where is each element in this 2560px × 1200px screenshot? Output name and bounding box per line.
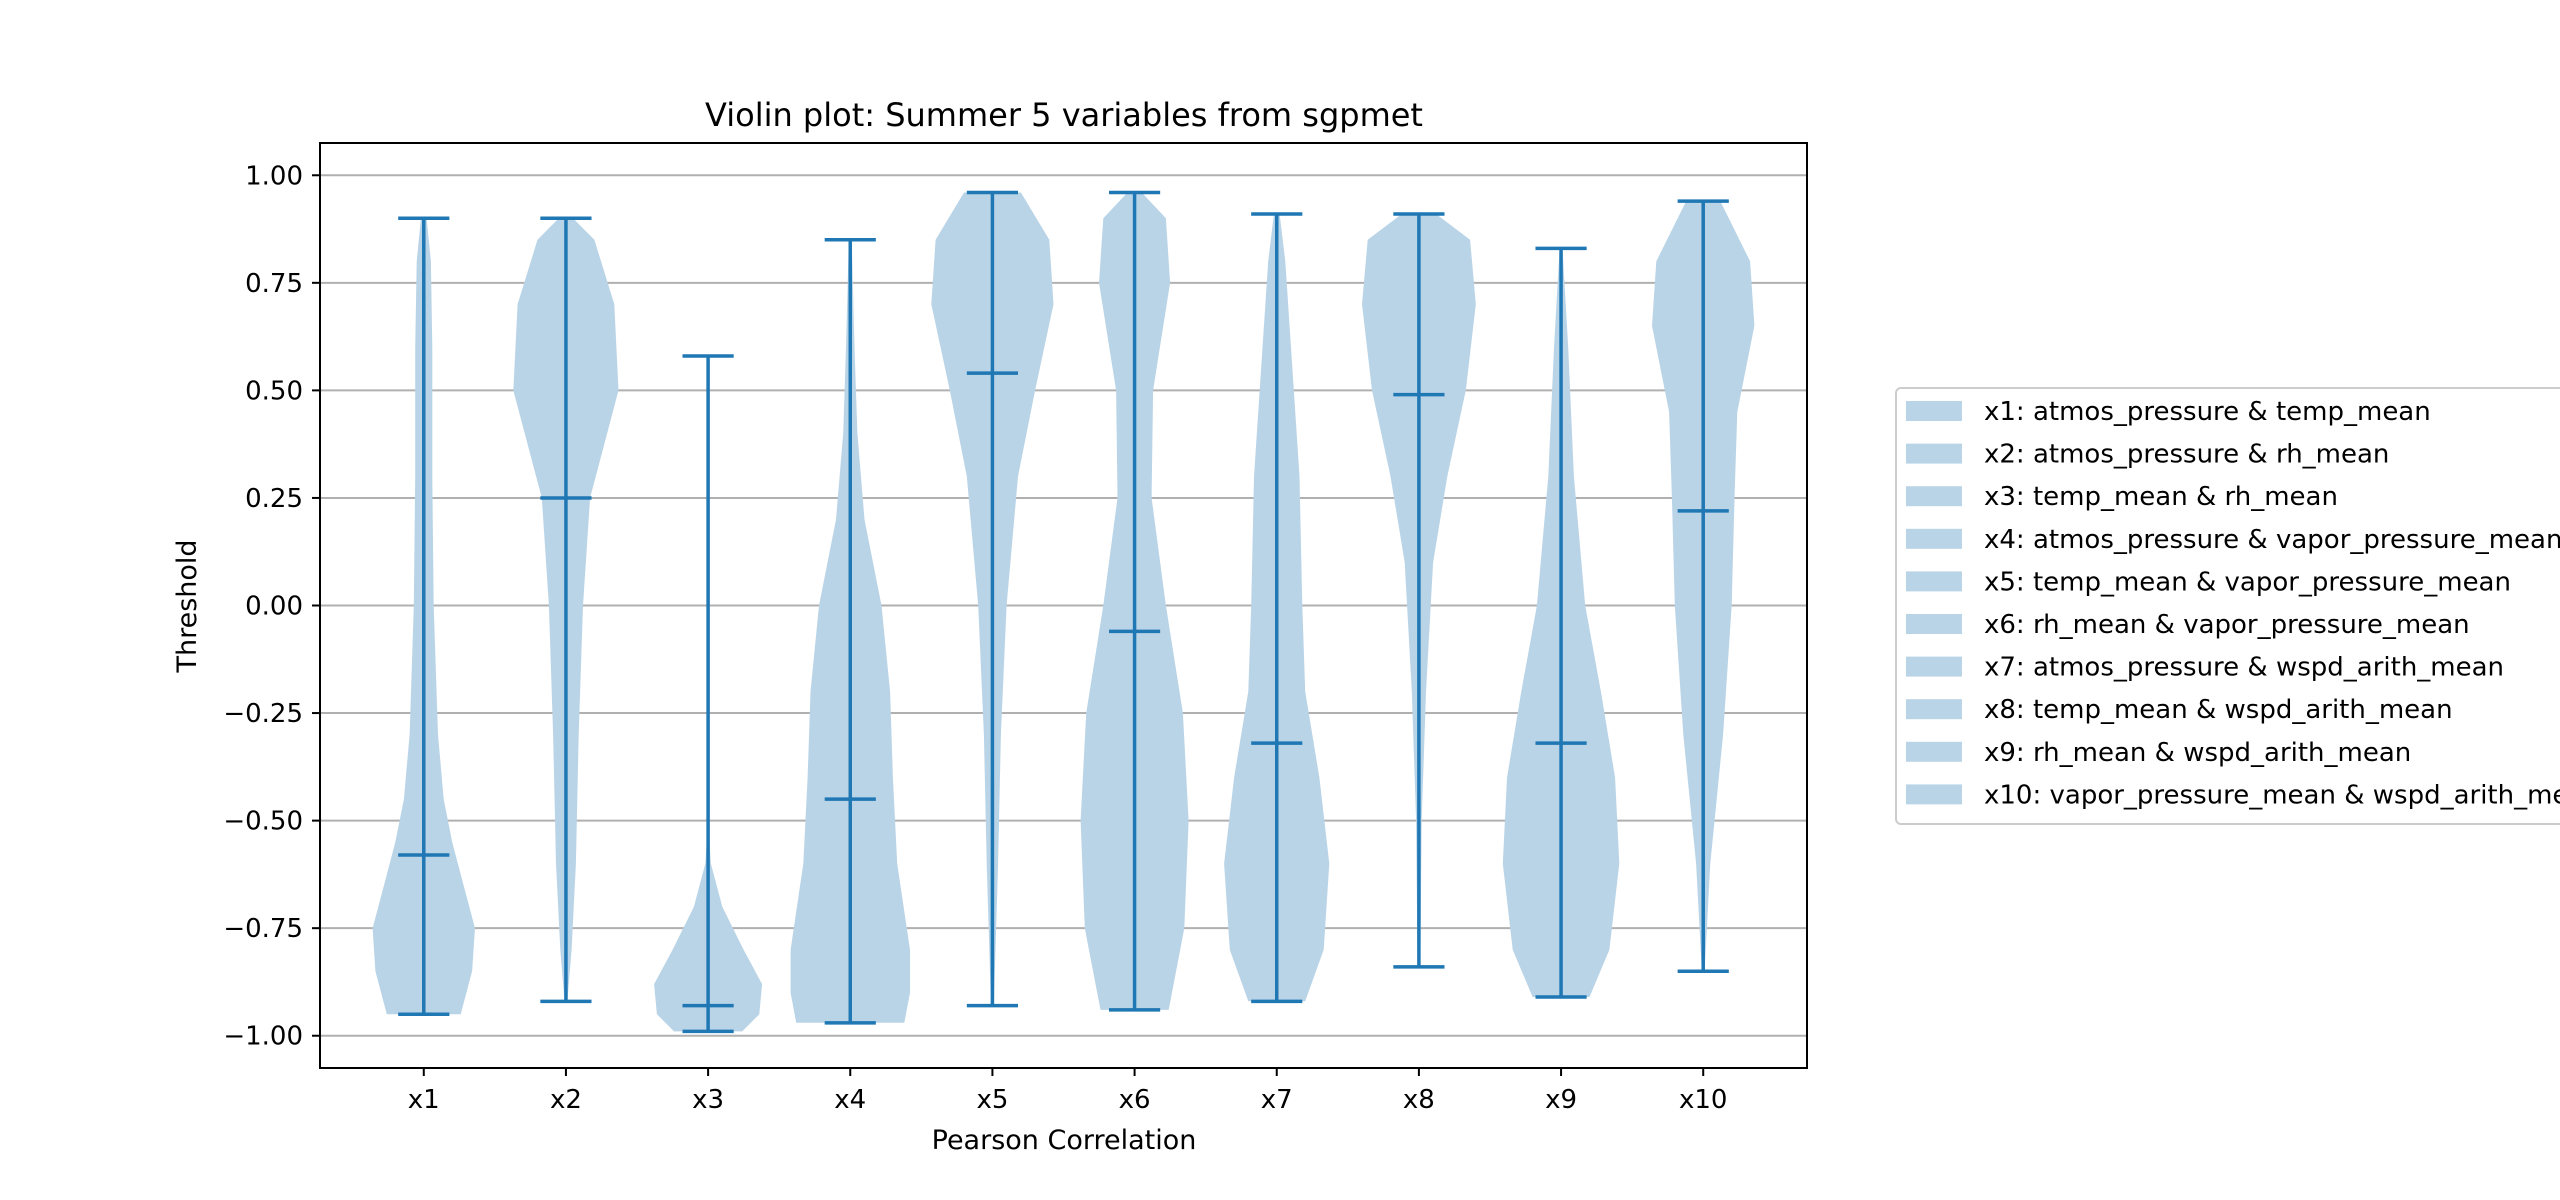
x-tick-label: x10 bbox=[1679, 1085, 1727, 1115]
x-tick-label: x6 bbox=[1119, 1085, 1151, 1115]
legend-swatch bbox=[1906, 614, 1962, 634]
x-tick-label: x1 bbox=[408, 1085, 440, 1115]
x-axis-label: Pearson Correlation bbox=[932, 1125, 1197, 1156]
x-tick-label: x2 bbox=[550, 1085, 582, 1115]
x-tick-label: x7 bbox=[1261, 1085, 1293, 1115]
legend-entry: x10: vapor_pressure_mean & wspd_arith_me… bbox=[1984, 780, 2560, 810]
legend-box bbox=[1895, 387, 2560, 825]
x-tick-label: x5 bbox=[976, 1085, 1008, 1115]
x-tick-label: x9 bbox=[1545, 1085, 1577, 1115]
legend-entry: x1: atmos_pressure & temp_mean bbox=[1984, 397, 2431, 427]
y-tick-label: 0.00 bbox=[245, 592, 303, 622]
x-axis-ticks: x1 x2 x3 x4 x5 x6 x7 x8 x9 x10 bbox=[408, 1068, 1727, 1115]
legend-swatch bbox=[1906, 571, 1962, 592]
legend-entry: x7: atmos_pressure & wspd_arith_mean bbox=[1984, 653, 2504, 683]
y-tick-label: −1.00 bbox=[223, 1022, 303, 1052]
chart-title: Violin plot: Summer 5 variables from sgp… bbox=[705, 96, 1423, 134]
legend-entry: x6: rh_mean & vapor_pressure_mean bbox=[1984, 610, 2470, 640]
y-tick-label: −0.75 bbox=[223, 914, 303, 944]
legend-entry: x3: temp_mean & rh_mean bbox=[1984, 482, 2338, 512]
legend-swatch bbox=[1906, 443, 1962, 464]
y-tick-label: 0.25 bbox=[245, 484, 303, 514]
legend-entry: x4: atmos_pressure & vapor_pressure_mean bbox=[1984, 525, 2560, 555]
legend-swatch bbox=[1906, 784, 1962, 805]
y-tick-label: 0.50 bbox=[245, 376, 303, 406]
y-axis-label: Threshold bbox=[172, 539, 203, 673]
legend-swatch bbox=[1906, 656, 1962, 677]
legend-swatch bbox=[1906, 528, 1962, 549]
y-tick-label: −0.25 bbox=[223, 699, 303, 729]
y-tick-label: 0.75 bbox=[245, 269, 303, 299]
y-tick-label: 1.00 bbox=[245, 161, 303, 191]
legend-swatch bbox=[1906, 401, 1962, 421]
legend: x1: atmos_pressure & temp_mean x2: atmos_… bbox=[1895, 387, 2560, 825]
legend-entry: x5: temp_mean & vapor_pressure_mean bbox=[1984, 567, 2511, 597]
x-tick-label: x4 bbox=[834, 1085, 866, 1115]
legend-swatch bbox=[1906, 741, 1962, 762]
legend-entry: x9: rh_mean & wspd_arith_mean bbox=[1984, 738, 2411, 768]
legend-entry: x8: temp_mean & wspd_arith_mean bbox=[1984, 695, 2453, 725]
violin-statistics bbox=[398, 190, 1729, 1034]
y-tick-label: −0.50 bbox=[223, 807, 303, 837]
x-tick-label: x3 bbox=[692, 1085, 724, 1115]
legend-swatch bbox=[1906, 699, 1962, 720]
legend-entry: x2: atmos_pressure & rh_mean bbox=[1984, 440, 2389, 470]
y-axis-ticks: −1.00 −0.75 −0.50 −0.25 0.00 0.25 0.50 0.75 1.00 bbox=[223, 161, 320, 1052]
legend-swatch bbox=[1906, 486, 1962, 507]
x-tick-label: x8 bbox=[1403, 1085, 1435, 1115]
